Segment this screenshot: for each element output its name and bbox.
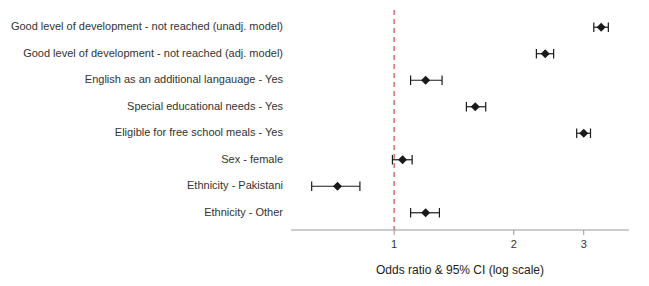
category-label: Good level of development - not reached … bbox=[11, 20, 283, 32]
tick bbox=[513, 230, 514, 235]
ci-cap-low bbox=[536, 49, 537, 59]
ci-cap-high bbox=[359, 181, 360, 191]
row bbox=[411, 208, 440, 218]
category-label: Ethnicity - Other bbox=[204, 206, 283, 218]
ci-cap-high bbox=[485, 102, 486, 112]
ci-cap-low bbox=[466, 102, 467, 112]
ci-cap-low bbox=[410, 75, 411, 85]
row bbox=[312, 181, 360, 191]
ci-cap-high bbox=[412, 155, 413, 165]
row bbox=[411, 75, 442, 85]
x-axis: 1 2 3 bbox=[291, 230, 629, 250]
ci-cap-low bbox=[311, 181, 312, 191]
row bbox=[536, 49, 553, 59]
category-label: Ethnicity - Pakistani bbox=[187, 179, 283, 191]
point-estimate bbox=[421, 76, 430, 85]
x-axis-label: Odds ratio & 95% CI (log scale) bbox=[376, 263, 544, 277]
point-estimate bbox=[579, 129, 588, 138]
tick-label: 2 bbox=[511, 238, 517, 250]
ci-cap-low bbox=[392, 155, 393, 165]
row bbox=[392, 155, 412, 165]
point-estimate bbox=[597, 23, 606, 32]
category-label: Eligible for free school meals - Yes bbox=[115, 126, 284, 138]
point-estimate bbox=[541, 49, 550, 58]
tick-label: 1 bbox=[391, 238, 397, 250]
point-estimate bbox=[398, 155, 407, 164]
point-estimate bbox=[421, 208, 430, 217]
row bbox=[594, 22, 609, 32]
tick-label: 3 bbox=[581, 238, 587, 250]
tick bbox=[583, 230, 584, 235]
ci-cap-high bbox=[439, 208, 440, 218]
ci-cap-low bbox=[410, 208, 411, 218]
point-estimate bbox=[471, 102, 480, 111]
y-labels: Good level of development - not reached … bbox=[11, 20, 284, 218]
point-estimate bbox=[333, 182, 342, 191]
category-label: Good level of development - not reached … bbox=[23, 47, 283, 59]
row bbox=[577, 128, 591, 138]
row bbox=[466, 102, 485, 112]
axis-line bbox=[291, 230, 629, 231]
ci-cap-low bbox=[593, 22, 594, 32]
ci-cap-high bbox=[441, 75, 442, 85]
category-label: English as an additional langauage - Yes bbox=[85, 73, 284, 85]
ci-cap-high bbox=[590, 128, 591, 138]
ci-cap-low bbox=[576, 128, 577, 138]
ci-cap-high bbox=[553, 49, 554, 59]
tick bbox=[394, 230, 395, 235]
ci-cap-high bbox=[608, 22, 609, 32]
category-label: Sex - female bbox=[221, 153, 283, 165]
plot-area bbox=[312, 10, 609, 230]
category-label: Special educational needs - Yes bbox=[127, 100, 283, 112]
reference-line bbox=[393, 10, 395, 230]
chart: Good level of development - not reached … bbox=[0, 0, 649, 286]
